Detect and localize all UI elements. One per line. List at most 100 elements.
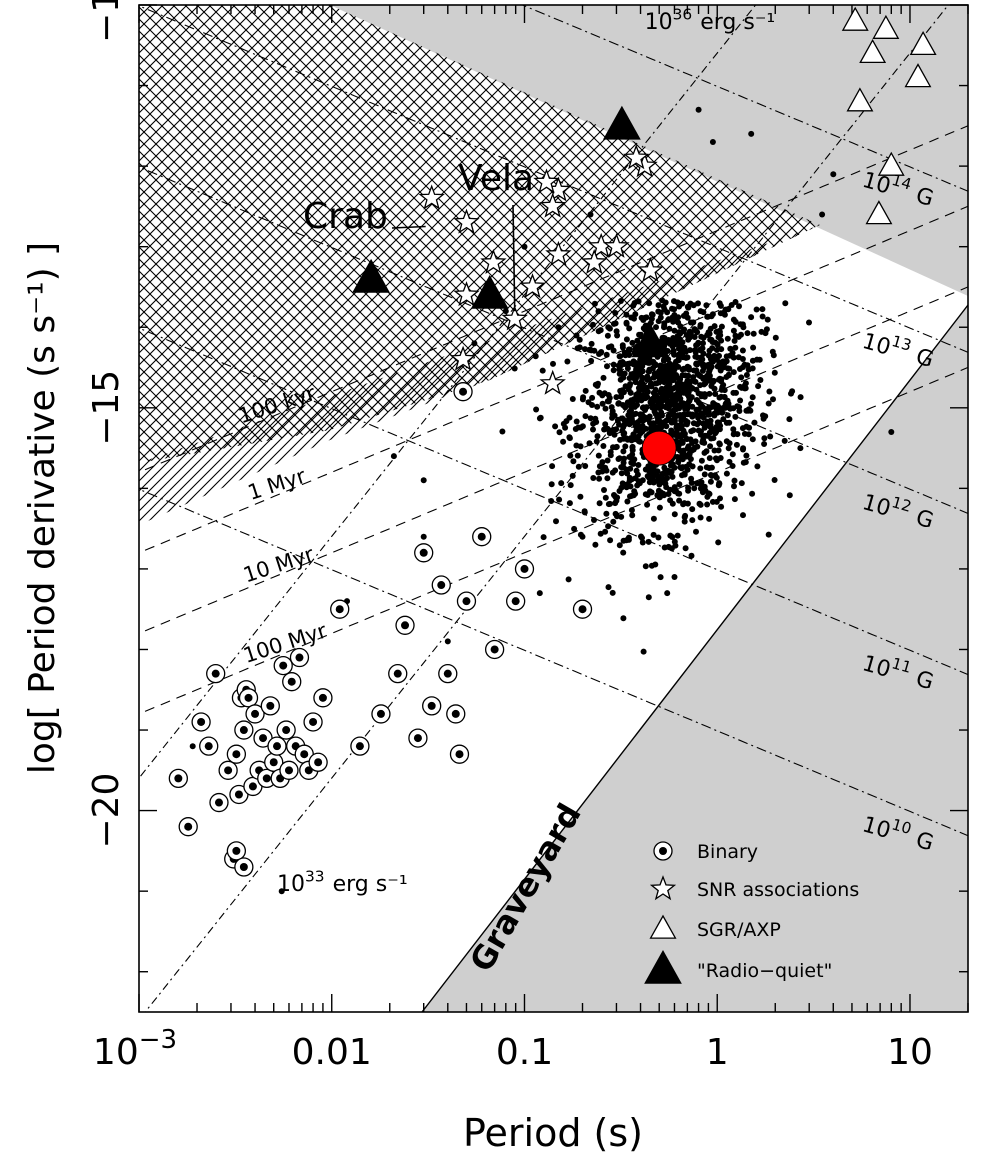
- pulsar-dot: [667, 497, 674, 504]
- pulsar-dot: [675, 352, 682, 359]
- binary-point: [456, 591, 477, 611]
- pulsar-dot: [682, 348, 689, 355]
- pulsar-dot: [533, 406, 540, 413]
- pulsar-dot: [740, 512, 746, 519]
- binary-point: [238, 688, 259, 708]
- pulsar-dot: [613, 443, 620, 450]
- binary-point: [449, 744, 470, 764]
- pulsar-dot: [648, 562, 655, 569]
- pulsar-dot: [623, 319, 630, 326]
- pulsar-dot: [759, 313, 766, 320]
- pulsar-dot: [673, 429, 680, 436]
- y-tick-label: −20: [86, 773, 127, 849]
- x-tick-label: 0.1: [496, 1032, 553, 1073]
- binary-point: [226, 744, 247, 764]
- pulsar-dot: [698, 333, 705, 340]
- sgr-point: [872, 14, 900, 39]
- pulsar-dot: [705, 408, 712, 415]
- pulsar-dot: [629, 451, 636, 458]
- pulsar-dot: [617, 376, 624, 383]
- pulsar-dot: [673, 424, 680, 431]
- field-line: [139, 166, 968, 515]
- pulsar-dot: [788, 390, 794, 397]
- pulsar-dot: [582, 413, 589, 420]
- binary-core: [659, 847, 667, 855]
- pulsar-dot: [626, 382, 633, 389]
- pulsar-dot: [623, 311, 630, 318]
- pulsar-dot: [612, 310, 619, 316]
- legend-marker-rq: [644, 949, 682, 984]
- pulsar-dot: [706, 455, 713, 462]
- binary-core: [232, 750, 241, 759]
- pulsar-dot: [640, 317, 647, 323]
- pulsar-dot: [695, 106, 702, 113]
- binary-point: [514, 559, 535, 579]
- axis-ticks: [138, 4, 969, 1012]
- pulsar-dot: [692, 349, 699, 356]
- binary-core: [204, 742, 213, 751]
- pulsar-dot: [690, 367, 697, 374]
- pulsar-dot: [644, 501, 651, 508]
- field-line: [139, 5, 968, 353]
- pulsar-dot: [679, 456, 686, 463]
- pulsar-dot: [723, 470, 730, 477]
- snr-point: [453, 208, 480, 234]
- pulsar-dot: [632, 475, 639, 482]
- pulsar-dot: [701, 374, 708, 381]
- binary-core: [309, 717, 318, 726]
- pulsar-dot: [682, 313, 689, 319]
- pulsar-dot: [715, 407, 721, 414]
- pulsar-dot: [766, 388, 773, 395]
- age-line: [139, 286, 968, 634]
- pulsar-dot: [749, 436, 756, 443]
- pulsar-dot: [613, 394, 620, 401]
- pulsar-dot: [629, 447, 636, 454]
- pulsar-dot: [830, 171, 837, 178]
- pulsar-dot: [690, 319, 697, 326]
- pulsar-dot: [669, 461, 676, 468]
- field-line: [139, 327, 968, 676]
- pulsar-dot: [749, 394, 756, 401]
- pulsar-dot: [444, 638, 451, 645]
- snr-point: [637, 256, 664, 283]
- pulsar-dot: [645, 594, 652, 601]
- pulsar-dot: [694, 480, 701, 487]
- pulsar-dot: [617, 368, 624, 375]
- pulsar-dot: [644, 373, 651, 380]
- x-tick-label: 10−3: [93, 1025, 177, 1073]
- rq-point: [602, 105, 641, 140]
- pulsar-dot: [665, 543, 672, 550]
- pulsar-dot: [712, 391, 719, 397]
- binary-core: [248, 782, 257, 791]
- x-tick-label: 1: [706, 1032, 729, 1073]
- pulsar-dot: [595, 308, 602, 315]
- pulsar-dot: [420, 533, 427, 540]
- snr-point: [539, 192, 566, 218]
- pulsar-dot: [595, 328, 602, 335]
- binary-core: [239, 862, 248, 871]
- binary-core: [314, 758, 323, 767]
- pulsar-dot: [687, 456, 694, 462]
- annotations: Crab Vela: [303, 158, 534, 312]
- pulsar-dot: [548, 481, 555, 488]
- pulsar-dot: [722, 401, 729, 408]
- pulsar-dot: [701, 391, 708, 398]
- pulsar-dot: [727, 352, 733, 359]
- pulsar-dot: [707, 443, 714, 450]
- pulsar-dot: [640, 648, 647, 655]
- pulsar-dot: [716, 300, 723, 307]
- pulsar-dot: [610, 518, 617, 525]
- pulsar-dot: [806, 319, 812, 326]
- pulsar-dot: [740, 459, 747, 466]
- pulsar-dot: [674, 375, 681, 381]
- pulsar-dot: [579, 423, 586, 430]
- pulsar-dot: [665, 370, 672, 377]
- field-line: [139, 488, 968, 837]
- pulsar-dot: [594, 403, 601, 410]
- pulsar-dot: [705, 313, 711, 320]
- pulsar-dot: [687, 347, 693, 354]
- pulsar-dot: [697, 323, 704, 330]
- pulsar-dot: [670, 347, 677, 354]
- sgr-point: [904, 63, 932, 88]
- pulsar-dot: [622, 404, 629, 411]
